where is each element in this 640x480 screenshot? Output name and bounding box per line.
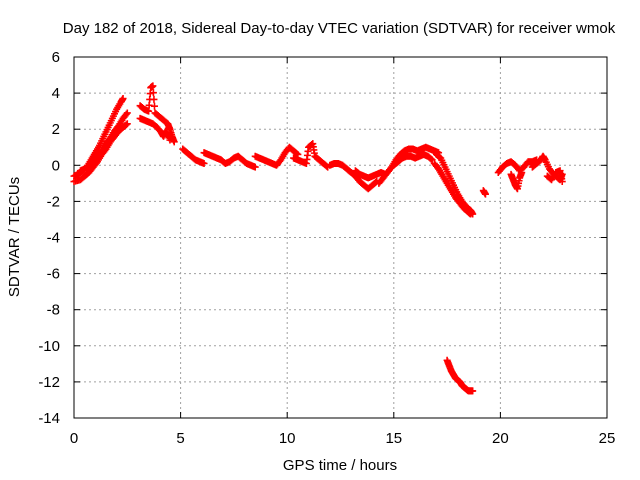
series-arc-mid-5 bbox=[326, 159, 381, 193]
data-point bbox=[469, 387, 477, 395]
series-arc-late-fall-a bbox=[432, 150, 477, 218]
y-tick-label: -8 bbox=[47, 302, 60, 319]
data-point bbox=[481, 190, 489, 198]
x-tick-label: 5 bbox=[176, 430, 184, 447]
data-point bbox=[145, 107, 153, 115]
data-point bbox=[146, 90, 154, 98]
y-axis-label: SDTVAR / TECUs bbox=[6, 177, 23, 297]
series-arc-mid-6 bbox=[351, 167, 389, 182]
grid-layer bbox=[74, 57, 607, 418]
y-tick-label: 2 bbox=[52, 121, 60, 138]
series-arc-early-mid bbox=[76, 109, 131, 175]
data-point bbox=[293, 150, 301, 158]
series-arc-peak bbox=[136, 82, 178, 146]
data-point bbox=[149, 89, 157, 97]
y-tick-label: -14 bbox=[38, 410, 60, 427]
chart-title: Day 182 of 2018, Sidereal Day-to-day VTE… bbox=[63, 20, 616, 37]
data-point bbox=[145, 101, 153, 109]
x-tick-label: 0 bbox=[70, 430, 78, 447]
series-arc-mid-1 bbox=[179, 145, 208, 167]
x-axis-label: GPS time / hours bbox=[283, 457, 397, 474]
x-tick-label: 25 bbox=[599, 430, 616, 447]
series-isolated bbox=[479, 187, 489, 198]
data-point bbox=[558, 178, 566, 186]
data-point bbox=[122, 110, 130, 118]
x-tick-label: 15 bbox=[385, 430, 402, 447]
series-arc-outlier-low bbox=[443, 356, 477, 395]
data-point bbox=[518, 169, 526, 177]
data-point bbox=[170, 138, 178, 146]
data-point bbox=[200, 159, 208, 167]
y-tick-label: -10 bbox=[38, 338, 60, 355]
series-arc-late-rise-lower bbox=[390, 150, 436, 169]
data-point bbox=[123, 109, 131, 117]
series-arc-end-2 bbox=[507, 169, 526, 193]
marks-layer bbox=[70, 82, 566, 395]
data-point bbox=[122, 121, 130, 129]
data-point bbox=[166, 136, 174, 144]
series-arc-late-fall-b bbox=[430, 159, 475, 218]
series-arc-mid-2 bbox=[200, 149, 259, 171]
data-point bbox=[149, 82, 157, 90]
data-point bbox=[119, 95, 127, 103]
data-point bbox=[150, 102, 158, 110]
y-tick-label: -12 bbox=[38, 374, 60, 391]
y-tick-label: 4 bbox=[52, 85, 60, 102]
y-tick-label: -6 bbox=[47, 266, 60, 283]
data-point bbox=[123, 120, 131, 128]
data-point bbox=[427, 155, 435, 163]
series-arc-peak-lower bbox=[136, 114, 174, 144]
y-tick-label: 6 bbox=[52, 49, 60, 66]
data-point bbox=[150, 95, 158, 103]
data-point bbox=[428, 156, 436, 164]
data-point bbox=[467, 210, 475, 218]
data-point bbox=[251, 163, 259, 171]
y-tick-label: -4 bbox=[47, 230, 60, 247]
series-arc-mid-3 bbox=[251, 143, 302, 169]
x-tick-label: 10 bbox=[279, 430, 296, 447]
x-tick-label: 20 bbox=[492, 430, 509, 447]
series-arc-end-4 bbox=[543, 167, 566, 186]
y-tick-label: -2 bbox=[47, 193, 60, 210]
data-point bbox=[323, 162, 331, 170]
series-arc-early-upper bbox=[70, 95, 127, 180]
y-tick-label: 0 bbox=[52, 157, 60, 174]
